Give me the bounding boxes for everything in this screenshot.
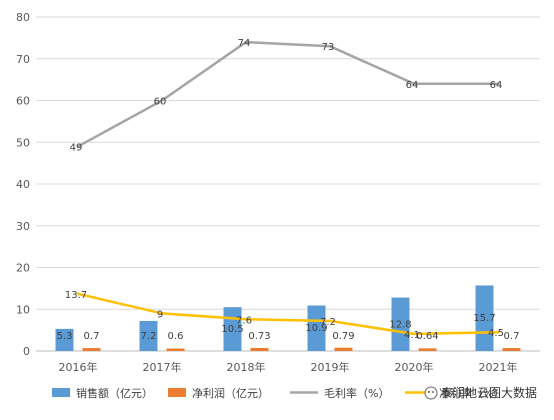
bar-data-label: 10.5: [221, 324, 243, 335]
x-axis-ticks: 2016年 2017年 2018年 2019年 2020年 2021年: [59, 360, 518, 374]
bars: [55, 285, 521, 351]
bar: [82, 348, 101, 351]
line-data-label: 7.6: [236, 315, 252, 326]
y-tick-label: 60: [16, 95, 30, 108]
y-tick-label: 50: [16, 136, 30, 149]
line-data-label: 73: [322, 42, 335, 53]
legend-label: 销售额（亿元）: [76, 386, 153, 400]
x-tick-label: 2018年: [227, 360, 266, 374]
bar: [334, 347, 353, 351]
bar: [250, 347, 269, 351]
lines: [76, 40, 500, 336]
y-tick-label: 0: [23, 345, 30, 358]
bar-data-label: 0.73: [248, 331, 270, 342]
bar: [418, 348, 437, 351]
bar: [139, 320, 158, 351]
bar: [166, 348, 185, 351]
bar: [55, 328, 74, 351]
line-data-label: 60: [154, 97, 167, 108]
legend-label: 毛利率（%）: [324, 386, 389, 400]
wechat-icon: [424, 386, 438, 400]
y-axis-ticks: 0 10 20 30 40 50 60 70 80: [16, 11, 30, 358]
line-data-label: 74: [238, 38, 251, 49]
gridlines: [36, 16, 540, 352]
legend-swatch: [52, 388, 70, 397]
bar-data-label: 0.64: [416, 331, 438, 342]
line-data-label: 13.7: [65, 290, 87, 301]
bar-data-label: 7.2: [141, 331, 157, 342]
y-tick-label: 20: [16, 262, 30, 275]
bar: [307, 305, 326, 351]
x-tick-label: 2017年: [143, 360, 182, 374]
bar-data-label: 15.7: [473, 313, 495, 324]
x-tick-label: 2020年: [395, 360, 434, 374]
bar-data-label: 12.8: [389, 319, 411, 330]
series-line: [76, 40, 500, 148]
bar-data-label: 10.9: [305, 323, 327, 334]
bar-data-label: 0.79: [332, 331, 354, 342]
data-labels: 5.3 7.210.5 10.9 12.815.70.7 0.6 0.73 0.79 0.64…: [57, 38, 520, 342]
line-data-label: 9: [157, 309, 163, 320]
x-tick-label: 2019年: [311, 360, 350, 374]
legend-item: 净利润（亿元）: [168, 386, 269, 400]
legend-item: 毛利率（%）: [290, 386, 389, 400]
bar: [502, 348, 521, 351]
line-data-label: 4.1: [404, 330, 420, 341]
line-data-label: 7.2: [320, 317, 336, 328]
line-data-label: 64: [490, 80, 503, 91]
x-tick-label: 2021年: [479, 360, 518, 374]
bar-data-label: 5.3: [57, 331, 73, 342]
y-tick-label: 40: [16, 178, 30, 191]
bar: [475, 285, 494, 351]
y-tick-label: 10: [16, 303, 30, 316]
y-tick-label: 30: [16, 220, 30, 233]
legend-item: 销售额（亿元）: [52, 386, 153, 400]
line-data-label: 49: [70, 142, 83, 153]
legend-swatch: [168, 388, 186, 397]
bar: [391, 297, 410, 351]
line-data-label: 4.5: [488, 328, 504, 339]
legend-label: 净利率（%）: [439, 386, 504, 400]
watermark-text: 泰润地云图大数据: [441, 385, 537, 400]
x-tick-label: 2016年: [59, 360, 98, 374]
series-line: [76, 292, 500, 336]
legend: 销售额（亿元） 净利润（亿元） 毛利率（%） 净利率（%）: [52, 386, 504, 400]
y-tick-label: 80: [16, 11, 30, 24]
legend-label: 净利润（亿元）: [192, 386, 269, 400]
bar-data-label: 0.6: [168, 331, 184, 342]
bar-data-label: 0.7: [84, 331, 100, 342]
line-data-label: 64: [406, 80, 419, 91]
y-tick-label: 70: [16, 53, 30, 66]
bar-data-label: 0.7: [504, 331, 520, 342]
watermark: 泰润地云图大数据: [424, 385, 537, 400]
